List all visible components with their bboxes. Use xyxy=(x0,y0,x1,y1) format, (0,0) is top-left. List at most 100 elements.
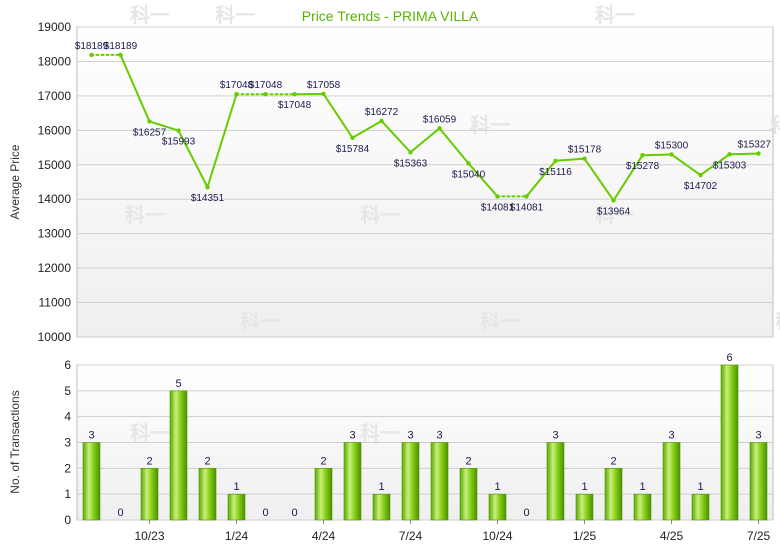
price-line-segment xyxy=(351,119,383,139)
price-point xyxy=(292,92,297,97)
transaction-bar xyxy=(372,493,391,521)
price-point xyxy=(408,150,413,155)
transaction-bar xyxy=(140,468,159,521)
price-line-segment xyxy=(177,129,209,189)
watermark-text: 科一 xyxy=(125,203,165,227)
price-y-tick-label: 19000 xyxy=(38,20,72,34)
watermark-layer: 科一科一科一科一科一科一科一科一科一科一科一科一科一 xyxy=(125,3,780,445)
transaction-bar xyxy=(227,493,246,521)
transaction-count-label: 6 xyxy=(726,352,732,364)
transactions-y-tick-label: 4 xyxy=(64,410,71,424)
transaction-count-label: 3 xyxy=(755,430,761,442)
price-y-tick-label: 16000 xyxy=(38,123,72,137)
price-data-label: $18189 xyxy=(75,41,109,52)
price-point xyxy=(118,52,123,58)
price-point xyxy=(147,119,152,124)
transaction-count-label: 3 xyxy=(552,430,558,442)
transaction-bar xyxy=(749,442,768,521)
x-tick-label: 4/25 xyxy=(660,529,684,543)
transaction-bar xyxy=(401,442,420,521)
transaction-count-label: 1 xyxy=(581,481,587,493)
price-line-segment xyxy=(409,127,441,154)
price-point xyxy=(466,161,471,166)
price-point xyxy=(437,126,442,131)
transaction-count-label: 0 xyxy=(262,507,268,519)
price-line-segment xyxy=(322,92,354,139)
price-data-label: $16272 xyxy=(365,107,399,118)
price-point xyxy=(524,194,529,199)
x-tick-label: 1/25 xyxy=(573,529,597,543)
price-y-tick-label: 15000 xyxy=(38,158,72,172)
price-point xyxy=(727,152,732,157)
price-line-segment xyxy=(728,152,760,156)
price-point xyxy=(379,118,384,124)
price-point xyxy=(756,151,761,156)
price-y-tick-label: 14000 xyxy=(38,192,72,206)
transaction-bar xyxy=(575,493,594,521)
transactions-y-tick-label: 5 xyxy=(64,384,71,398)
price-line-segment xyxy=(670,153,702,177)
price-y-tick-label: 10000 xyxy=(38,330,72,344)
price-line-segment xyxy=(554,157,586,162)
price-line-segment xyxy=(641,153,673,157)
x-tick-label: 1/24 xyxy=(225,529,249,543)
transaction-count-label: 2 xyxy=(465,455,471,467)
transaction-count-label: 1 xyxy=(494,481,500,493)
x-tick-label: 7/24 xyxy=(399,529,423,543)
transaction-bars: 3 0 2 5 2 1 0 0 2 3 1 3 3 2 1 0 3 1 2 1 3 1 6 3 xyxy=(82,352,768,521)
price-data-label: $15178 xyxy=(568,145,602,156)
price-point xyxy=(582,156,587,161)
transaction-bar xyxy=(198,468,217,521)
transactions-gridlines xyxy=(77,364,773,521)
price-line-segment xyxy=(699,153,731,177)
price-y-tick-label: 11000 xyxy=(39,296,72,310)
transactions-y-ticks: 0 1 2 3 4 5 6 xyxy=(64,358,71,527)
price-line-segment xyxy=(583,157,615,202)
price-y-axis-label: Average Price xyxy=(8,144,22,219)
watermark-text: 科一 xyxy=(130,3,170,27)
transactions-y-tick-label: 3 xyxy=(64,436,71,450)
watermark-text: 科一 xyxy=(770,113,780,137)
watermark-text: 科一 xyxy=(595,203,635,227)
price-point xyxy=(234,92,239,97)
price-points xyxy=(89,52,761,203)
price-data-label: $14702 xyxy=(684,181,718,192)
price-data-label: $15993 xyxy=(162,137,196,148)
transaction-bar xyxy=(488,493,507,521)
transaction-bar xyxy=(82,442,101,521)
transaction-count-label: 5 xyxy=(175,378,181,390)
watermark-text: 科一 xyxy=(775,309,780,333)
transaction-bar xyxy=(169,390,188,521)
transaction-bar xyxy=(459,468,478,521)
transaction-count-label: 3 xyxy=(668,430,674,442)
price-point xyxy=(321,91,326,97)
price-data-label: $15303 xyxy=(713,160,747,171)
transactions-y-tick-label: 0 xyxy=(64,513,71,527)
price-data-labels: $18189$18189$16257$15993$14351$17048$170… xyxy=(75,41,772,218)
transaction-count-label: 1 xyxy=(697,481,703,493)
price-point xyxy=(89,52,94,58)
price-y-tick-label: 13000 xyxy=(38,227,72,241)
x-axis-ticks: 10/23 1/24 4/24 7/24 10/24 1/25 4/25 7/25 xyxy=(134,520,771,543)
transaction-count-label: 1 xyxy=(639,481,645,493)
watermark-text: 科一 xyxy=(360,203,400,227)
transaction-bar xyxy=(343,442,362,521)
price-point xyxy=(669,152,674,157)
transaction-count-label: 3 xyxy=(349,430,355,442)
price-line xyxy=(90,53,760,202)
price-data-label: $17058 xyxy=(307,80,341,91)
price-data-label: $18189 xyxy=(104,41,138,52)
price-point xyxy=(611,198,616,203)
price-data-label: $15784 xyxy=(336,144,370,155)
price-data-label: $14081 xyxy=(481,202,515,213)
price-y-tick-label: 17000 xyxy=(38,89,72,103)
transactions-y-tick-label: 1 xyxy=(64,487,71,501)
price-point xyxy=(263,92,268,97)
transaction-bar xyxy=(430,442,449,521)
price-data-label: $15363 xyxy=(394,158,428,169)
x-tick-label: 10/23 xyxy=(134,529,164,543)
price-point xyxy=(350,135,355,140)
transaction-count-label: 3 xyxy=(436,430,442,442)
price-line-segment xyxy=(206,93,238,189)
